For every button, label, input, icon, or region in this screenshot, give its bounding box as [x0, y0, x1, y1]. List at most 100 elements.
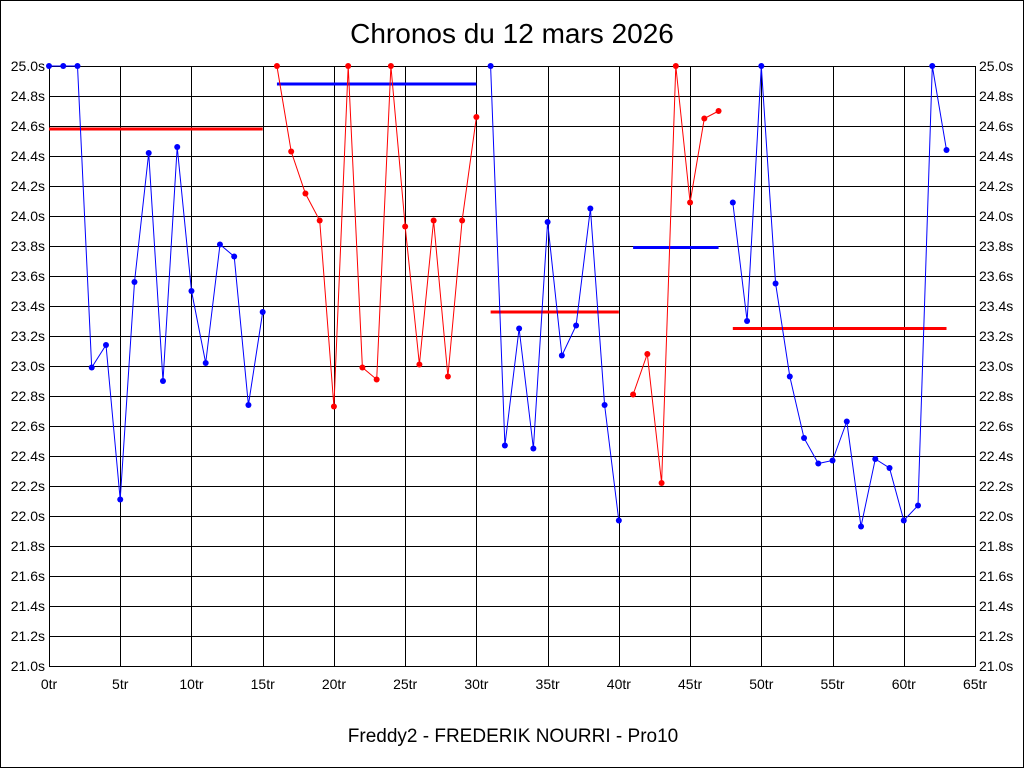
data-point	[687, 199, 694, 206]
data-point	[145, 150, 152, 156]
data-point	[117, 496, 124, 503]
x-tick-label: 45tr	[678, 676, 702, 692]
x-tick-label: 55tr	[820, 676, 844, 692]
x-tick-label: 0tr	[41, 676, 58, 692]
y-tick-label-right: 21.8s	[979, 538, 1013, 554]
y-tick-label-left: 23.0s	[11, 358, 45, 374]
data-point	[473, 114, 480, 120]
x-tick-label: 40tr	[607, 676, 631, 692]
grid-group	[49, 66, 976, 667]
y-tick-label-left: 21.6s	[11, 568, 45, 584]
data-point	[573, 322, 580, 329]
data-point	[345, 63, 352, 69]
y-tick-label-right: 22.8s	[979, 388, 1013, 404]
data-point	[630, 391, 637, 398]
data-point	[886, 465, 893, 471]
y-tick-label-right: 21.2s	[979, 628, 1013, 644]
data-point	[202, 360, 209, 366]
y-tick-label-right: 22.6s	[979, 418, 1013, 434]
data-point	[829, 457, 836, 464]
y-tick-label-left: 24.8s	[11, 88, 45, 104]
y-tick-label-left: 21.8s	[11, 538, 45, 554]
data-point	[216, 241, 223, 248]
data-point	[316, 217, 323, 224]
y-tick-label-left: 23.8s	[11, 238, 45, 254]
chart-title: Chronos du 12 mars 2026	[350, 18, 674, 49]
y-tick-label-left: 22.6s	[11, 418, 45, 434]
data-point	[858, 523, 865, 530]
x-tick-label: 30tr	[464, 676, 488, 692]
data-point	[60, 63, 67, 69]
y-tick-label-left: 22.2s	[11, 478, 45, 494]
data-point	[772, 280, 779, 287]
y-tick-label-right: 22.4s	[979, 448, 1013, 464]
data-point	[815, 460, 822, 467]
data-point	[915, 502, 922, 509]
x-tick-label: 15tr	[251, 676, 275, 692]
y-tick-label-right: 22.0s	[979, 508, 1013, 524]
data-point	[516, 325, 523, 332]
data-point	[188, 288, 195, 294]
x-tick-label: 5tr	[112, 676, 129, 692]
y-tick-label-right: 23.6s	[979, 268, 1013, 284]
data-point	[715, 108, 722, 114]
tick-labels-group: 21.0s 21.0s 21.2s 21.2s 21.4s 21.4s 21.6s 21.6s…	[11, 58, 1014, 692]
x-tick-label: 35tr	[536, 676, 560, 692]
y-tick-label-right: 23.2s	[979, 328, 1013, 344]
data-point	[74, 63, 81, 69]
data-point	[615, 517, 622, 524]
data-point	[672, 63, 679, 69]
data-point	[259, 309, 266, 315]
data-point	[558, 352, 565, 359]
data-point	[843, 418, 850, 425]
data-point	[758, 63, 765, 69]
data-point	[786, 373, 793, 380]
data-point	[231, 253, 238, 260]
y-tick-label-left: 22.0s	[11, 508, 45, 524]
y-tick-label-right: 21.4s	[979, 598, 1013, 614]
data-point	[501, 442, 508, 449]
data-point	[729, 199, 736, 206]
data-point	[658, 480, 665, 486]
plot-border	[49, 66, 976, 667]
y-tick-label-right: 23.0s	[979, 358, 1013, 374]
data-point	[544, 219, 551, 225]
series-group	[46, 63, 950, 530]
chart-footer-label: Freddy2 - FREDERIK NOURRI - Pro10	[348, 726, 678, 747]
data-point	[701, 115, 708, 122]
data-point	[587, 205, 594, 212]
y-tick-label-left: 24.2s	[11, 178, 45, 194]
x-tick-label: 25tr	[393, 676, 417, 692]
data-point	[872, 456, 879, 462]
data-point	[159, 378, 166, 384]
data-point	[46, 63, 52, 69]
data-point	[530, 445, 537, 452]
y-tick-label-right: 25.0s	[979, 58, 1013, 74]
series-line	[49, 65, 264, 500]
data-point	[416, 361, 423, 368]
data-point	[131, 279, 138, 285]
y-tick-label-right: 21.6s	[979, 568, 1013, 584]
data-point	[387, 63, 394, 69]
y-tick-label-left: 24.0s	[11, 208, 45, 224]
data-point	[444, 373, 451, 380]
x-tick-label: 20tr	[322, 676, 346, 692]
average-lines-group	[49, 82, 947, 330]
y-tick-label-left: 24.4s	[11, 148, 45, 164]
y-tick-label-right: 24.6s	[979, 118, 1013, 134]
y-tick-label-right: 24.0s	[979, 208, 1013, 224]
y-tick-label-left: 22.8s	[11, 388, 45, 404]
data-point	[373, 376, 380, 383]
x-tick-label: 10tr	[179, 676, 203, 692]
y-tick-label-left: 23.2s	[11, 328, 45, 344]
data-point	[273, 63, 280, 69]
data-point	[430, 217, 437, 224]
data-point	[245, 402, 252, 408]
data-point	[174, 144, 181, 150]
series-line	[490, 65, 620, 521]
data-point	[102, 342, 109, 348]
data-point	[601, 402, 608, 408]
y-tick-label-left: 21.2s	[11, 628, 45, 644]
y-tick-label-left: 21.0s	[11, 658, 45, 674]
